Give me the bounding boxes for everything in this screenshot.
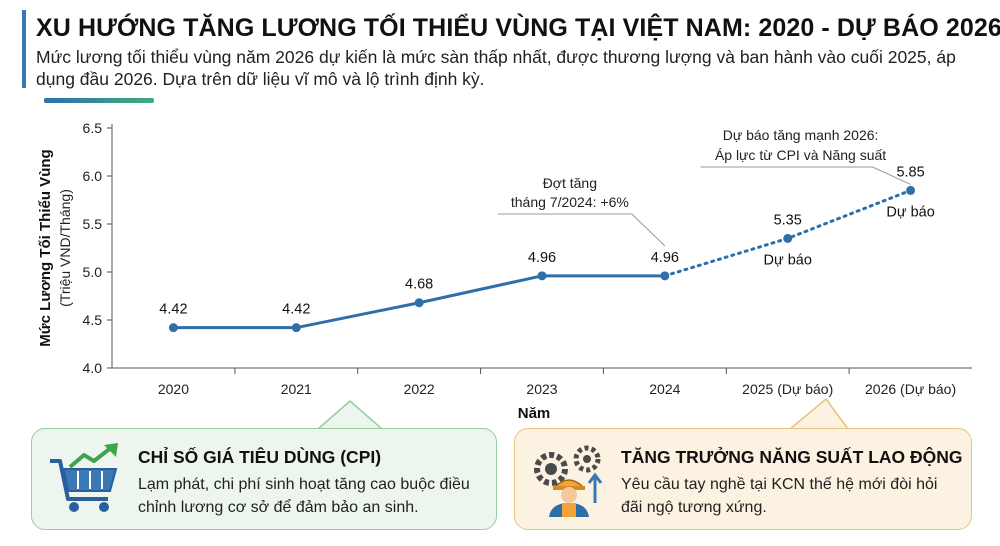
- worker-gears-icon: [534, 445, 603, 517]
- data-point: [537, 271, 547, 281]
- annotation-text: Áp lực từ CPI và Năng suất: [715, 147, 886, 163]
- chart-labels: 4.42 4.42 4.68 4.96 4.96 5.35 Dự báo 5.85 Dự báo: [159, 164, 934, 317]
- x-tick-label: 2022: [404, 381, 435, 397]
- data-point: [783, 233, 793, 243]
- productivity-card-pointer: [789, 397, 849, 430]
- forecast-tag: Dự báo: [764, 252, 812, 268]
- cpi-card-title: CHỈ SỐ GIÁ TIÊU DÙNG (CPI): [138, 447, 382, 467]
- x-tick-label: 2024: [649, 381, 680, 397]
- annotation-leader: [700, 166, 911, 185]
- data-label: 4.42: [282, 302, 310, 318]
- x-tick-label: 2026 (Dự báo): [865, 381, 956, 397]
- data-point: [168, 323, 178, 333]
- data-point: [414, 298, 424, 308]
- data-label: 4.68: [405, 277, 433, 293]
- header-accent-bar: [22, 10, 26, 88]
- x-tick-label: 2025 (Dự báo): [742, 381, 833, 397]
- data-point: [291, 323, 301, 333]
- y-tick-label: 4.0: [83, 360, 103, 376]
- cpi-card-pointer: [317, 400, 383, 430]
- y-tick-label: 5.0: [83, 264, 103, 280]
- data-label: 5.35: [774, 212, 802, 228]
- x-tick-label: 2021: [281, 381, 312, 397]
- cpi-card-body: Lạm phát, chi phí sinh hoạt tăng cao buộ…: [138, 476, 470, 516]
- x-tick-label: 2023: [526, 381, 557, 397]
- y-tick-label: 6.0: [83, 168, 103, 184]
- y-tick-label: 6.5: [83, 120, 103, 136]
- productivity-card: TĂNG TRƯỞNG NĂNG SUẤT LAO ĐỘNG Yêu cầu t…: [514, 428, 972, 530]
- annotation-text: Đợt tăng: [543, 175, 597, 191]
- annotation-text: Dự báo tăng mạnh 2026:: [723, 127, 879, 143]
- data-label: 5.85: [896, 164, 924, 180]
- data-point: [906, 185, 916, 195]
- header-divider: [44, 98, 154, 103]
- line-chart: 4.0 4.5 5.0 5.5 6.0 6.5 2020 2021 2022 2023 2024 20…: [37, 120, 972, 420]
- data-label: 4.96: [528, 250, 556, 266]
- annotation-leader: [497, 213, 666, 247]
- card-pointers: [317, 397, 849, 430]
- cpi-card: CHỈ SỐ GIÁ TIÊU DÙNG (CPI) Lạm phát, chi…: [31, 428, 497, 530]
- y-tick-label: 5.5: [83, 216, 103, 232]
- data-point: [660, 271, 670, 281]
- y-axis-title: Mức Lương Tối Thiểu Vùng: [37, 149, 54, 346]
- page-title: XU HƯỚNG TĂNG LƯƠNG TỐI THIỂU VÙNG TẠI V…: [36, 14, 1000, 42]
- productivity-card-body: Yêu cầu tay nghề tại KCN thế hệ mới đòi …: [621, 476, 938, 516]
- forecast-tag: Dự báo: [886, 204, 934, 220]
- chart-annotations: Đợt tăng tháng 7/2024: +6% Dự báo tăng mạn…: [497, 127, 911, 247]
- y-tick-label: 4.5: [83, 312, 103, 328]
- annotation-text: tháng 7/2024: +6%: [511, 194, 629, 210]
- chart-series: [168, 185, 916, 333]
- x-tick-label: 2020: [158, 381, 189, 397]
- productivity-card-title: TĂNG TRƯỞNG NĂNG SUẤT LAO ĐỘNG: [621, 447, 963, 467]
- y-axis-unit: (Triệu VND/Tháng): [57, 189, 73, 307]
- cart-trend-up-icon: [50, 443, 118, 512]
- data-label: 4.96: [651, 250, 679, 266]
- chart-axes: 4.0 4.5 5.0 5.5 6.0 6.5 2020 2021 2022 2023 2024 20…: [37, 120, 972, 420]
- x-axis-title: Năm: [518, 405, 551, 420]
- data-label: 4.42: [159, 302, 187, 318]
- page-subtitle: Mức lương tối thiểu vùng năm 2026 dự kiế…: [36, 47, 956, 89]
